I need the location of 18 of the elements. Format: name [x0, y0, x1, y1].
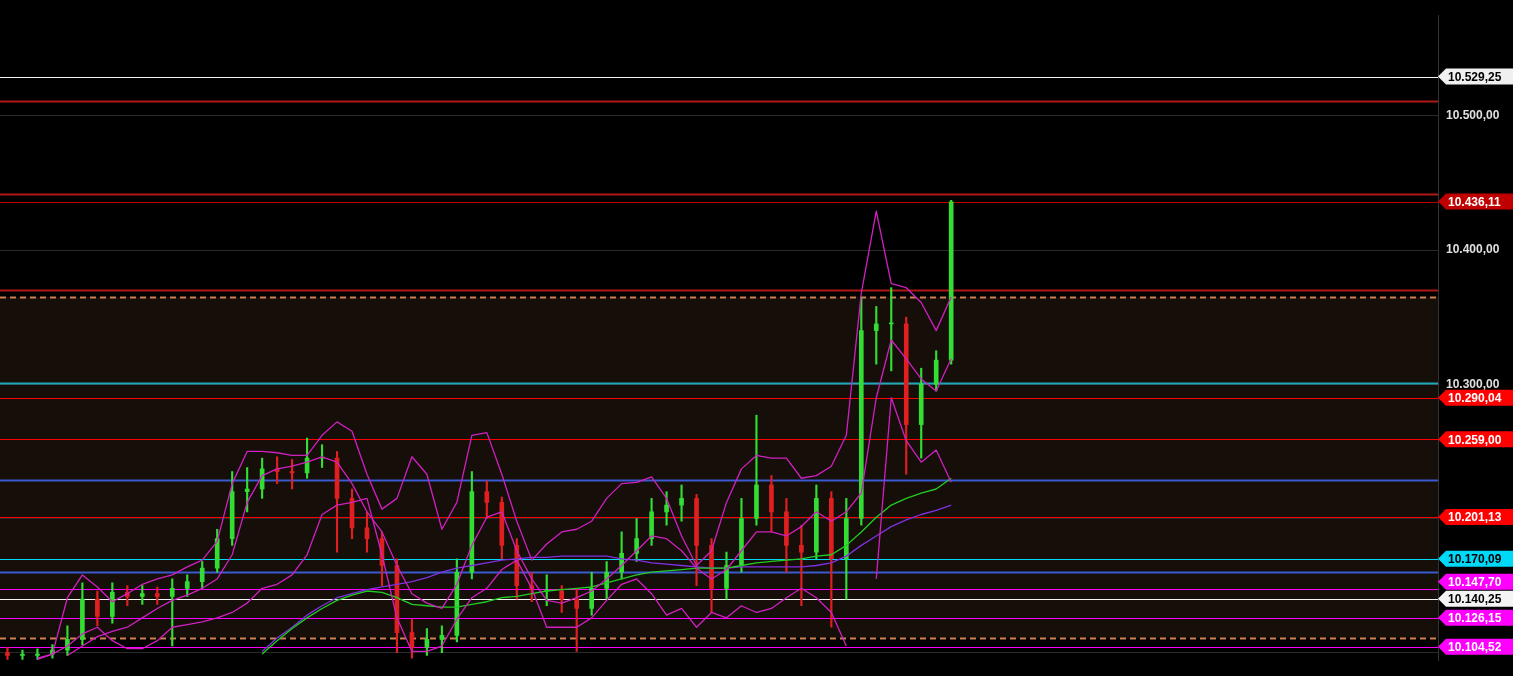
- y-tick-label: 10.500,00: [1446, 108, 1500, 123]
- y-tick-label: 10.300,00: [1446, 376, 1500, 391]
- ref-line-label: 10.126,15: [1448, 610, 1502, 625]
- ref-line-label: 10.147,70: [1448, 575, 1502, 590]
- ref-line-label: 10.201,13: [1448, 510, 1502, 525]
- ref-line-label: 10.436,11: [1448, 194, 1502, 209]
- ref-line-label: 10.290,04: [1448, 390, 1502, 405]
- ref-line-label: 10.529,25: [1448, 69, 1502, 84]
- ref-line-label: 10.259,00: [1448, 432, 1502, 447]
- candlestick: [754, 414, 759, 526]
- ref-line-label: 10.104,52: [1448, 639, 1502, 654]
- ref-line-label: 10.140,25: [1448, 592, 1502, 607]
- ref-line-label: 10.170,09: [1448, 551, 1502, 566]
- candlestick: [679, 484, 684, 522]
- candlestick: [5, 647, 10, 660]
- candlestick: [664, 491, 669, 526]
- y-tick-label: 10.400,00: [1446, 242, 1500, 257]
- candlestick: [20, 649, 25, 660]
